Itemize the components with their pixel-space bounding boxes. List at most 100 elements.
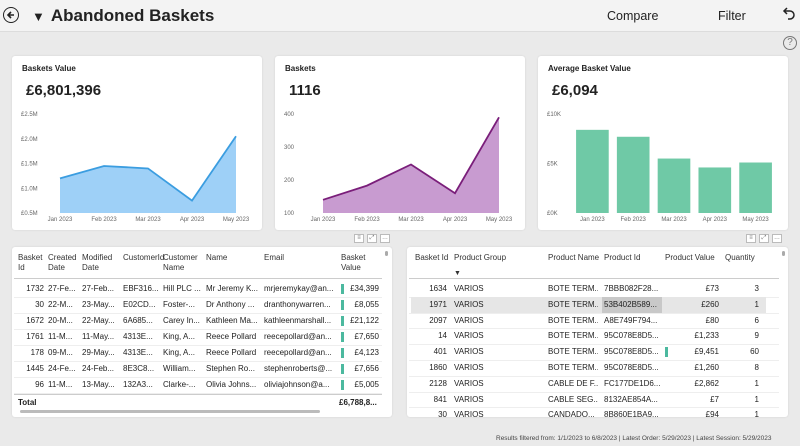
table-cell[interactable]: FC177DE1D6...: [604, 378, 660, 388]
table-cell[interactable]: reecepollard@an...: [264, 332, 332, 341]
column-header[interactable]: Basket Id: [18, 253, 43, 272]
table-cell[interactable]: VARIOS: [454, 347, 484, 357]
table-cell[interactable]: 4313E...: [123, 348, 153, 357]
table-cell[interactable]: William...: [163, 364, 196, 373]
table-cell[interactable]: Mr Jeremy K...: [206, 284, 259, 293]
table-cell[interactable]: 95C078E8D5...: [604, 347, 659, 357]
column-header[interactable]: CustomerId: [123, 253, 165, 262]
table-cell[interactable]: 1445: [26, 364, 44, 373]
focus-mode-icon[interactable]: ⤢: [367, 234, 377, 243]
vertical-scrollbar[interactable]: [782, 251, 785, 256]
compare-button[interactable]: Compare: [607, 9, 659, 23]
vertical-scrollbar[interactable]: [385, 251, 388, 256]
table-cell[interactable]: 95C078E8D5...: [604, 363, 659, 372]
column-header[interactable]: Email: [264, 253, 285, 262]
table-cell[interactable]: mrjeremykay@an...: [264, 284, 334, 293]
table-cell[interactable]: £80: [705, 315, 719, 325]
table-cell[interactable]: VARIOS: [454, 378, 484, 388]
table-cell[interactable]: £7,656: [354, 364, 379, 373]
table-cell[interactable]: oliviajohnson@a...: [264, 380, 330, 389]
table-cell[interactable]: 14: [438, 331, 447, 341]
page-title-group[interactable]: ▼ Abandoned Baskets: [32, 6, 214, 26]
table-cell[interactable]: 1672: [26, 316, 44, 325]
column-header[interactable]: Created Date: [48, 253, 77, 272]
table-cell[interactable]: 3: [754, 284, 759, 293]
table-cell[interactable]: 178: [30, 348, 44, 357]
table-cell[interactable]: 9: [754, 331, 759, 341]
table-cell[interactable]: 30: [438, 410, 447, 417]
table-cell[interactable]: 8132AE854A...: [604, 394, 658, 404]
table-cell[interactable]: 8E3C8...: [123, 364, 155, 373]
table-cell[interactable]: 53B402B589...: [604, 299, 657, 309]
table-cell[interactable]: 09-M...: [48, 348, 73, 357]
table-cell[interactable]: 11-M...: [48, 380, 73, 389]
table-cell[interactable]: stephenroberts@...: [264, 364, 333, 373]
table-cell[interactable]: VARIOS: [454, 331, 484, 341]
table-cell[interactable]: 24-Feb...: [82, 364, 115, 373]
table-cell[interactable]: £2,862: [694, 378, 719, 388]
table-cell[interactable]: King, A...: [163, 332, 196, 341]
column-header[interactable]: Quantity: [725, 253, 755, 262]
column-header[interactable]: Product Value: [665, 253, 715, 262]
table-cell[interactable]: 60: [750, 347, 759, 357]
table-cell[interactable]: 1: [754, 299, 759, 309]
table-cell[interactable]: 6: [754, 315, 759, 325]
column-header[interactable]: Product Name: [548, 253, 600, 262]
table-cell[interactable]: £34,399: [350, 284, 379, 293]
horizontal-scrollbar[interactable]: [20, 410, 320, 413]
table-cell[interactable]: 23-May...: [82, 300, 115, 309]
table-cell[interactable]: A8E749F794...: [604, 315, 658, 325]
table-cell[interactable]: Stephen Ro...: [206, 364, 255, 373]
table-cell[interactable]: £4,123: [354, 348, 379, 357]
table-cell[interactable]: reecepollard@an...: [264, 348, 332, 357]
column-header[interactable]: Name: [206, 253, 228, 262]
table-cell[interactable]: 2097: [429, 315, 447, 325]
table-cell[interactable]: 22-M...: [48, 300, 73, 309]
table-cell[interactable]: BOTE TERM...: [548, 299, 598, 309]
column-header[interactable]: Product Group: [454, 253, 507, 262]
table-cell[interactable]: VARIOS: [454, 363, 484, 372]
table-cell[interactable]: 1761: [26, 332, 44, 341]
table-cell[interactable]: 8B860E1BA9...: [604, 410, 659, 417]
table-cell[interactable]: 1: [754, 410, 759, 417]
table-cell[interactable]: 1971: [429, 299, 447, 309]
sort-arrow-icon[interactable]: ▼: [454, 270, 461, 277]
table-cell[interactable]: 1860: [429, 363, 447, 372]
back-arrow-icon[interactable]: [3, 7, 19, 23]
table-cell[interactable]: £260: [701, 299, 719, 309]
filter-icon[interactable]: ≡: [354, 234, 364, 243]
table-cell[interactable]: EBF316...: [123, 284, 159, 293]
table-cell[interactable]: £5,005: [354, 380, 379, 389]
table-cell[interactable]: kathleenmarshall...: [264, 316, 332, 325]
table-cell[interactable]: Kathleen Ma...: [206, 316, 258, 325]
focus-mode-icon[interactable]: ⤢: [759, 234, 769, 243]
table-cell[interactable]: 8: [754, 363, 759, 372]
table-cell[interactable]: £21,122: [350, 316, 379, 325]
more-options-icon[interactable]: …: [772, 234, 782, 243]
table-cell[interactable]: VARIOS: [454, 299, 484, 309]
table-cell[interactable]: 13-May...: [82, 380, 115, 389]
table-cell[interactable]: 6A685...: [123, 316, 153, 325]
table-cell[interactable]: Reece Pollard: [206, 348, 257, 357]
table-cell[interactable]: 401: [433, 347, 447, 357]
table-cell[interactable]: 1: [754, 394, 759, 404]
table-cell[interactable]: 20-M...: [48, 316, 73, 325]
table-cell[interactable]: 841: [433, 394, 447, 404]
column-header[interactable]: Customer Name: [163, 253, 198, 272]
table-cell[interactable]: BOTE TERM...: [548, 284, 598, 293]
table-cell[interactable]: 7BBB082F28...: [604, 284, 659, 293]
table-cell[interactable]: 2128: [429, 378, 447, 388]
table-cell[interactable]: 29-May...: [82, 348, 115, 357]
table-cell[interactable]: VARIOS: [454, 315, 484, 325]
table-cell[interactable]: King, A...: [163, 348, 196, 357]
table-cell[interactable]: £1,233: [694, 331, 719, 341]
table-cell[interactable]: £7: [710, 394, 719, 404]
table-cell[interactable]: 4313E...: [123, 332, 153, 341]
table-cell[interactable]: Foster-...: [163, 300, 196, 309]
table-cell[interactable]: Reece Pollard: [206, 332, 257, 341]
column-header[interactable]: Modified Date: [82, 253, 113, 272]
table-cell[interactable]: BOTE TERM...: [548, 347, 598, 357]
table-cell[interactable]: 22-May...: [82, 316, 115, 325]
table-cell[interactable]: £8,055: [354, 300, 379, 309]
table-cell[interactable]: 11-M...: [48, 332, 73, 341]
